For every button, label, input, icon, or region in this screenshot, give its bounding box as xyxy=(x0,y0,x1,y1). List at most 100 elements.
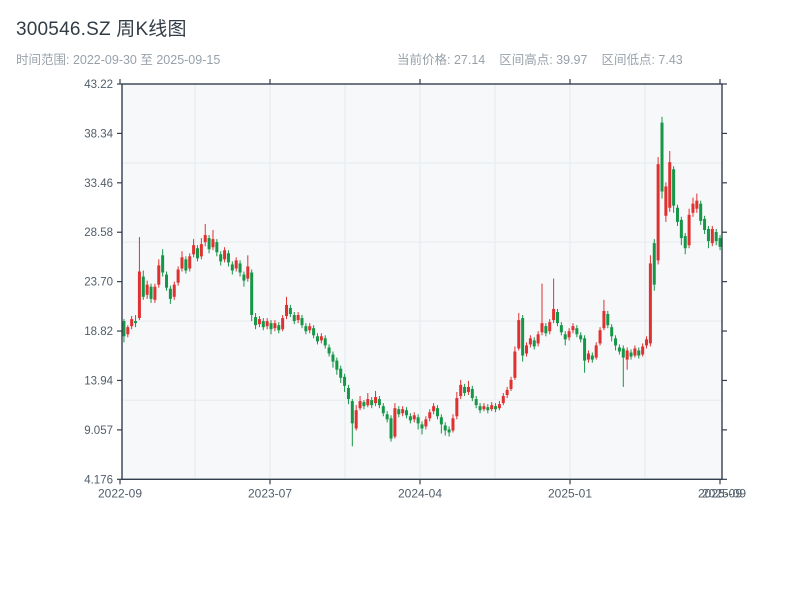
candle-body xyxy=(296,315,300,321)
candle-body xyxy=(176,269,180,283)
range-high-label: 区间高点: 39.97 xyxy=(499,53,588,67)
candle-body xyxy=(656,164,660,261)
candle-body xyxy=(165,274,169,288)
candle-body xyxy=(238,263,242,273)
candle-body xyxy=(706,228,710,242)
candle-body xyxy=(230,264,234,271)
candle-body xyxy=(319,336,323,341)
candle-body xyxy=(590,355,594,360)
candle-body xyxy=(567,331,571,338)
candle-body xyxy=(405,410,409,416)
candle-body xyxy=(292,315,296,322)
y-tick-label: 28.58 xyxy=(84,227,113,239)
candle-body xyxy=(443,425,447,431)
candle-body xyxy=(184,259,188,271)
candle-body xyxy=(223,250,227,260)
candle-body xyxy=(509,379,513,389)
candle-body xyxy=(412,415,416,420)
candle-body xyxy=(323,338,327,346)
candle-body xyxy=(269,323,273,330)
candle-body xyxy=(559,325,563,333)
candle-body xyxy=(648,263,652,344)
candle-body xyxy=(315,336,319,342)
candle-body xyxy=(354,410,358,429)
candle-body xyxy=(149,286,153,299)
candle-body xyxy=(281,318,285,330)
candle-body xyxy=(691,203,695,213)
price-stats: 当前价格: 27.14 区间高点: 39.97 区间低点: 7.43 xyxy=(397,49,697,68)
candle-body xyxy=(645,339,649,346)
candle-body xyxy=(621,348,625,358)
y-tick-label: 33.46 xyxy=(84,178,113,190)
candle-body xyxy=(563,334,567,340)
candle-body xyxy=(420,424,424,429)
candle-body xyxy=(583,338,587,361)
candle-body xyxy=(416,417,420,424)
candle-body xyxy=(470,388,474,399)
candle-body xyxy=(617,347,621,352)
y-tick-label: 9.057 xyxy=(84,425,113,437)
candle-body xyxy=(377,399,381,406)
candle-body xyxy=(180,257,184,269)
candle-body xyxy=(304,326,308,332)
candle-body xyxy=(606,314,610,326)
candle-body xyxy=(602,310,606,329)
candle-body xyxy=(525,345,529,354)
candle-body xyxy=(273,323,277,329)
candle-body xyxy=(385,414,389,420)
candle-body xyxy=(614,338,618,346)
candle-body xyxy=(579,335,583,340)
y-tick-label: 13.94 xyxy=(84,375,113,387)
candle-body xyxy=(428,412,432,419)
candle-body xyxy=(130,319,134,327)
candle-body xyxy=(161,255,165,273)
candle-body xyxy=(517,320,521,349)
candle-body xyxy=(466,386,470,392)
candle-body xyxy=(277,325,281,331)
page-title: 300546.SZ 周K线图 xyxy=(16,19,187,40)
candle-body xyxy=(455,398,459,417)
candle-body xyxy=(637,350,641,356)
candle-body xyxy=(575,328,579,335)
time-range-label: 时间范围: 2022-09-30 至 2025-09-15 xyxy=(16,53,221,67)
candle-body xyxy=(540,323,544,333)
range-low-label: 区间低点: 7.43 xyxy=(601,53,683,67)
candle-body xyxy=(641,346,645,355)
y-tick-label: 38.34 xyxy=(84,128,113,140)
candle-body xyxy=(215,242,219,253)
candle-body xyxy=(199,244,203,257)
candle-body xyxy=(157,265,161,285)
candle-body xyxy=(668,162,672,208)
y-tick-label: 4.176 xyxy=(84,474,113,486)
candle-body xyxy=(408,416,412,421)
candle-body xyxy=(703,218,707,230)
candle-body xyxy=(435,408,439,417)
candle-body xyxy=(285,304,289,317)
candle-body xyxy=(683,236,687,249)
candle-body xyxy=(699,203,703,221)
candle-body xyxy=(192,245,196,255)
candle-body xyxy=(505,389,509,396)
candle-body xyxy=(536,334,540,344)
candle-body xyxy=(459,384,463,397)
candle-body xyxy=(153,286,157,300)
candle-body xyxy=(544,326,548,334)
candle-body xyxy=(358,401,362,409)
candle-body xyxy=(474,399,478,406)
candle-body xyxy=(478,406,482,411)
x-tick-label: 2022-09 xyxy=(98,486,142,500)
candle-body xyxy=(610,327,614,337)
candle-body xyxy=(586,353,590,360)
candle-body xyxy=(346,387,350,400)
candle-body xyxy=(447,429,451,433)
candle-body xyxy=(633,348,637,356)
candle-body xyxy=(532,340,536,347)
candle-body xyxy=(494,406,498,410)
candle-body xyxy=(122,321,126,337)
candle-body xyxy=(432,406,436,412)
candle-body xyxy=(687,214,691,246)
candle-body xyxy=(652,243,656,285)
candle-body xyxy=(555,312,559,324)
candle-body xyxy=(141,276,145,297)
